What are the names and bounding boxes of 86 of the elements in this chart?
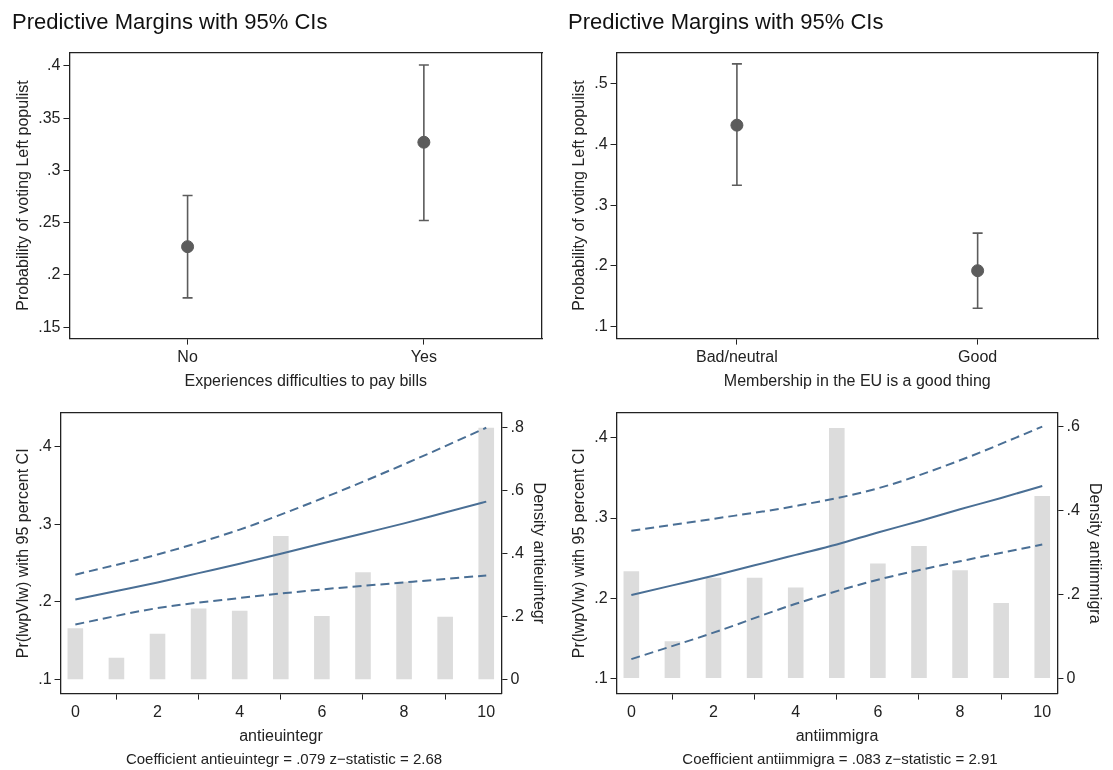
chart-title: Predictive Margins with 95% CIs [568,9,884,35]
bar [190,608,207,680]
bar [664,641,681,678]
x-axis-title: antieuintegr [239,726,324,744]
x-tick-label: 4 [235,702,245,720]
y2-tick-label: .6 [510,480,524,498]
bar [272,535,289,680]
y-tick-label: .4 [38,436,52,454]
y-tick-label: .3 [38,514,52,532]
x-tick-label: 2 [153,702,163,720]
y2-tick-label: .2 [1066,585,1080,603]
bar [828,428,845,678]
chart-title: Predictive Margins with 95% CIs [12,9,328,35]
y-tick-label: .2 [38,592,52,610]
y2-tick-label: 0 [510,670,520,688]
bar [437,616,453,680]
bar [314,616,330,680]
x-tick-label: 6 [317,702,327,720]
bar [396,581,412,680]
y2-tick-label: .4 [510,544,524,562]
x-axis-title: antiimmigra [795,726,879,744]
bar [149,633,166,680]
text: Coefficient antiimmigra = .083 z−statistic = 2.91 [681,750,999,767]
bar [993,603,1009,678]
x-tick-label: 0 [626,702,636,720]
x-tick-label: Good [958,347,998,365]
bar [355,572,371,680]
bar [108,657,125,680]
line-series [630,484,1044,596]
y2-tick-label: .6 [1066,417,1080,435]
y-axis-title: Pr(lwpVlw) with 95 percent CI [570,448,588,659]
bar [231,610,248,680]
y-axis-title: Probability of voting Left populist [570,79,588,311]
line-series [74,426,488,576]
y-tick-label: .15 [38,317,61,335]
x-tick-label: 10 [1033,702,1052,720]
y-tick-label: .1 [594,316,608,334]
y2-tick-label: 0 [1066,668,1076,686]
bar [478,427,495,680]
bar [67,628,84,680]
x-tick-label: 4 [791,702,801,720]
y-tick-label: .4 [594,134,608,152]
y-tick-label: .3 [594,195,608,213]
bar [787,587,804,678]
x-tick-label: No [177,347,198,365]
x-tick-label: 0 [70,702,80,720]
text: Coefficient antieuintegr = .079 z−statistic = 2.68 [124,750,444,767]
y2-tick-label: .4 [1066,501,1080,519]
x-tick-label: Yes [410,347,437,365]
x-tick-label: Bad/neutral [695,347,778,365]
bar [952,570,968,678]
y-tick-label: .3 [47,160,61,178]
x-tick-label: 2 [709,702,719,720]
x-axis-title: Membership in the EU is a good thing [723,371,991,389]
y-axis-title: Probability of voting Left populist [14,79,32,311]
x-axis-title: Experiences difficulties to pay bills [184,371,427,389]
bar [911,545,927,678]
y-tick-label: .25 [38,213,61,231]
y-tick-label: .2 [594,256,608,274]
x-tick-label: 8 [955,702,965,720]
x-tick-label: 6 [873,702,883,720]
y-tick-label: .5 [594,74,608,92]
y-tick-label: .1 [594,668,608,686]
y-axis-title: Pr(lwpVlw) with 95 percent CI [14,448,32,659]
line-series [74,500,488,601]
x-tick-label: 8 [399,702,409,720]
y2-tick-label: .2 [510,607,524,625]
bar [746,577,763,678]
y-tick-label: .4 [47,56,61,74]
line-series [630,425,1044,532]
y-tick-label: .4 [594,428,608,446]
bar [870,563,886,678]
bar [623,571,640,678]
y-tick-label: .1 [38,670,52,688]
y-tick-label: .2 [594,588,608,606]
y-tick-label: .2 [47,265,61,283]
y2-tick-label: .8 [510,417,524,435]
y-tick-label: .3 [594,508,608,526]
bar [1034,496,1051,678]
y2-axis-title: Density antiimmigra [1086,483,1104,624]
line-series [74,574,488,626]
y-tick-label: .35 [38,108,61,126]
bar [705,577,722,678]
y2-axis-title: Density antieuintegr [530,482,548,625]
line-series [630,543,1044,661]
x-tick-label: 10 [477,702,496,720]
